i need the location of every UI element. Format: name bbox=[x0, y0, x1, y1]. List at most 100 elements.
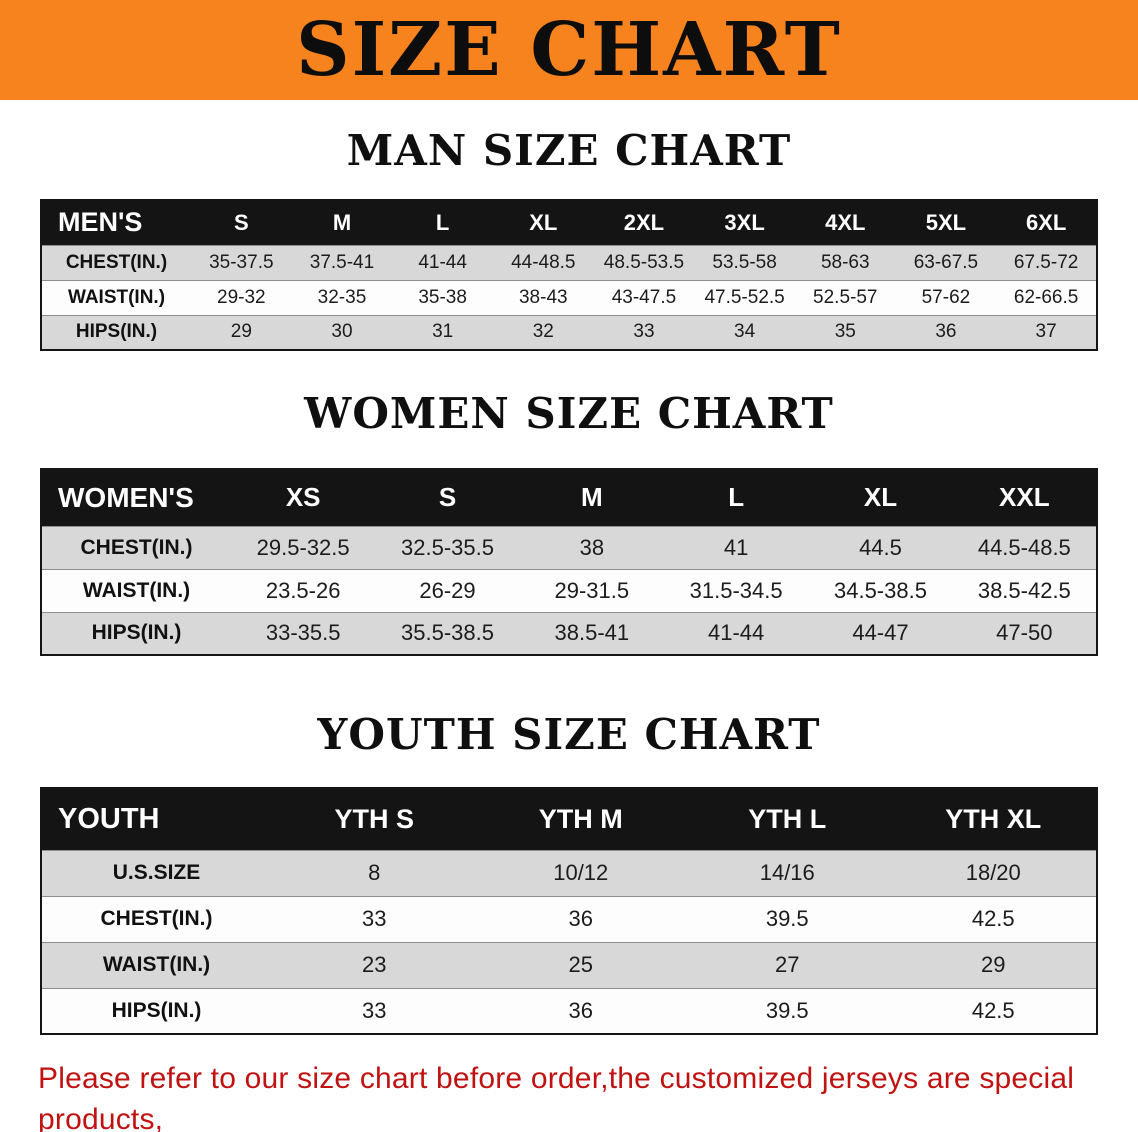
size-column-header: M bbox=[519, 469, 664, 526]
size-column-header: 4XL bbox=[794, 200, 896, 245]
size-value: 29-31.5 bbox=[554, 577, 630, 603]
row-label: CHEST(IN.) bbox=[100, 907, 213, 930]
size-value: 36 bbox=[568, 997, 593, 1023]
size-value: 42.5 bbox=[971, 997, 1015, 1023]
size-column-header: L bbox=[392, 200, 493, 245]
row-label: U.S.SIZE bbox=[112, 861, 201, 884]
section-heading: WOMEN SIZE CHART bbox=[304, 389, 834, 438]
size-value: 37.5-41 bbox=[309, 251, 375, 273]
size-value: 33 bbox=[633, 321, 655, 343]
size-column-header: YTH M bbox=[477, 788, 684, 850]
table-row: HIPS(IN.) 33-35.5 35.5-38.5 38.5-41 41-44 44-… bbox=[41, 612, 1097, 655]
size-value: 41 bbox=[723, 534, 749, 560]
size-value: 44.5-48.5 bbox=[977, 534, 1071, 560]
size-value: 41-44 bbox=[418, 251, 467, 273]
size-column-header: XXL bbox=[952, 469, 1097, 526]
size-column-header: 5XL bbox=[895, 200, 997, 245]
size-value: 36 bbox=[568, 906, 593, 931]
size-value: 34.5-38.5 bbox=[833, 577, 927, 603]
table-row: WAIST(IN.) 29-32 32-35 35-38 38-43 43-47.5 47.… bbox=[41, 280, 1097, 315]
row-label: HIPS(IN.) bbox=[75, 321, 158, 343]
size-value: 43-47.5 bbox=[611, 286, 677, 308]
row-label: CHEST(IN.) bbox=[65, 251, 168, 273]
size-value: 44-47 bbox=[852, 620, 909, 646]
youth-size-table: YOUTH YTH S YTH M YTH L YTH XL U.S.SIZE 8 10/1… bbox=[40, 787, 1098, 1035]
table-row: WAIST(IN.) 23 25 27 29 bbox=[41, 942, 1097, 988]
size-value: 30 bbox=[331, 321, 353, 343]
table-row: WAIST(IN.) 23.5-26 26-29 29-31.5 31.5-34.5 34… bbox=[41, 569, 1097, 612]
size-column-header: 2XL bbox=[593, 200, 695, 245]
table-row: CHEST(IN.) 29.5-32.5 32.5-35.5 38 41 44.5 44.5… bbox=[41, 526, 1097, 569]
size-value: 62-66.5 bbox=[1013, 286, 1079, 308]
row-label: CHEST(IN.) bbox=[80, 535, 193, 559]
size-value: 38.5-41 bbox=[554, 620, 630, 646]
size-value: 35-37.5 bbox=[209, 251, 274, 273]
size-value: 27 bbox=[775, 952, 800, 977]
size-value: 35-38 bbox=[418, 286, 467, 308]
section-heading: MAN SIZE CHART bbox=[346, 126, 792, 175]
size-value: 53.5-58 bbox=[712, 251, 777, 273]
table-row: CHEST(IN.) 33 36 39.5 42.5 bbox=[41, 896, 1097, 942]
size-column-header: YTH XL bbox=[890, 788, 1097, 850]
size-value: 32 bbox=[532, 321, 554, 343]
size-value: 31 bbox=[432, 321, 454, 343]
banner: SIZE CHART bbox=[0, 0, 1138, 100]
size-column-header: S bbox=[375, 469, 520, 526]
size-value: 41-44 bbox=[708, 620, 765, 646]
table-row: HIPS(IN.) 29 30 31 32 33 34 35 36 37 bbox=[41, 315, 1097, 350]
size-value: 44.5 bbox=[859, 534, 902, 560]
row-label: HIPS(IN.) bbox=[111, 998, 202, 1022]
size-value: 23 bbox=[362, 952, 387, 977]
size-column-header: XS bbox=[231, 469, 376, 526]
table-corner-label: WOMEN'S bbox=[41, 469, 231, 526]
row-label: WAIST(IN.) bbox=[102, 953, 211, 976]
table-row: U.S.SIZE 8 10/12 14/16 18/20 bbox=[41, 850, 1097, 896]
size-column-header: YTH S bbox=[271, 788, 478, 850]
size-column-header: S bbox=[191, 200, 292, 245]
size-value: 35 bbox=[834, 321, 856, 343]
size-value: 32-35 bbox=[317, 286, 367, 308]
row-label: WAIST(IN.) bbox=[82, 578, 191, 602]
size-value: 31.5-34.5 bbox=[689, 577, 783, 603]
page-title: SIZE CHART bbox=[296, 7, 842, 93]
row-label: HIPS(IN.) bbox=[91, 621, 182, 645]
size-value: 47.5-52.5 bbox=[704, 286, 785, 308]
size-value: 37 bbox=[1035, 321, 1057, 343]
size-value: 57-62 bbox=[921, 286, 971, 308]
section-men: MAN SIZE CHART MEN'S S M L XL 2XL 3XL 4XL 5XL 6XL… bbox=[0, 126, 1138, 351]
table-header-row: MEN'S S M L XL 2XL 3XL 4XL 5XL 6XL bbox=[41, 200, 1097, 245]
disclaimer-line: Please refer to our size chart before or… bbox=[38, 1062, 1075, 1132]
size-column-header: XL bbox=[808, 469, 953, 526]
size-value: 47-50 bbox=[996, 620, 1053, 646]
size-value: 38-43 bbox=[518, 286, 568, 308]
table-header-row: WOMEN'S XS S M L XL XXL bbox=[41, 469, 1097, 526]
size-value: 32.5-35.5 bbox=[401, 534, 494, 560]
size-value: 63-67.5 bbox=[913, 251, 979, 273]
size-value: 29 bbox=[230, 321, 252, 343]
size-value: 29-32 bbox=[217, 286, 266, 308]
size-value: 18/20 bbox=[965, 860, 1021, 885]
table-row: CHEST(IN.) 35-37.5 37.5-41 41-44 44-48.5 48.5… bbox=[41, 245, 1097, 280]
table-row: HIPS(IN.) 33 36 39.5 42.5 bbox=[41, 988, 1097, 1034]
size-value: 29.5-32.5 bbox=[256, 534, 350, 560]
size-value: 26-29 bbox=[419, 577, 476, 603]
size-value: 38.5-42.5 bbox=[977, 577, 1071, 603]
size-value: 39.5 bbox=[765, 906, 809, 931]
size-value: 23.5-26 bbox=[265, 577, 341, 603]
women-size-table: WOMEN'S XS S M L XL XXL CHEST(IN.) 29.5-32.5 32.… bbox=[40, 468, 1098, 656]
section-youth: YOUTH SIZE CHART YOUTH YTH S YTH M YTH L YTH… bbox=[0, 710, 1138, 1035]
size-column-header: 6XL bbox=[996, 200, 1097, 245]
section-heading: YOUTH SIZE CHART bbox=[317, 710, 821, 759]
size-value: 38 bbox=[579, 534, 605, 560]
size-column-header: YTH L bbox=[684, 788, 891, 850]
section-women: WOMEN SIZE CHART WOMEN'S XS S M L XL XXL CHEST… bbox=[0, 389, 1138, 656]
size-value: 33-35.5 bbox=[265, 620, 341, 646]
size-value: 8 bbox=[368, 860, 381, 885]
row-label: WAIST(IN.) bbox=[67, 286, 166, 308]
size-value: 39.5 bbox=[765, 997, 809, 1023]
men-size-table: MEN'S S M L XL 2XL 3XL 4XL 5XL 6XL CHEST(IN.) 35-3… bbox=[40, 199, 1098, 351]
size-column-header: 3XL bbox=[694, 200, 795, 245]
size-column-header: L bbox=[663, 469, 809, 526]
size-value: 48.5-53.5 bbox=[603, 251, 685, 273]
